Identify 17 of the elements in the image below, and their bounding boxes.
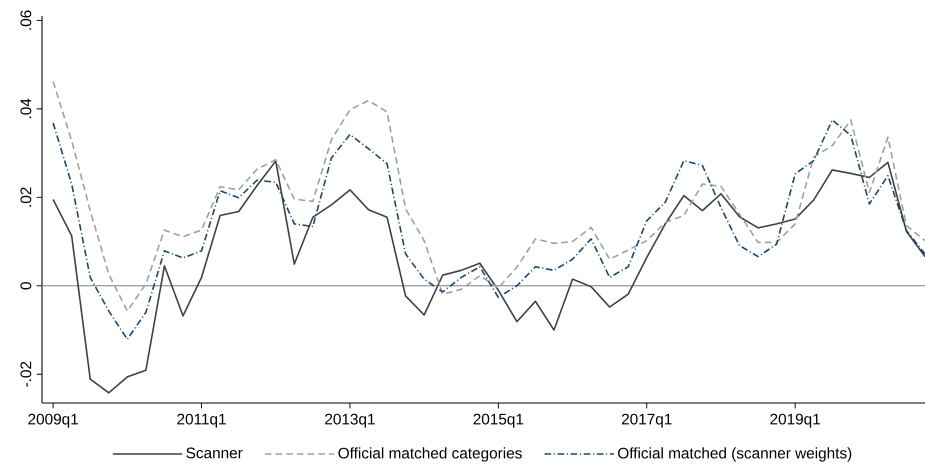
y-tick-label: .06 (20, 10, 32, 30)
legend-label: Scanner (186, 448, 243, 458)
legend-label: Official matched (scanner weights) (618, 447, 852, 462)
y-tick-label: -.02 (20, 362, 32, 387)
x-tick-label: 2019q1 (770, 414, 820, 428)
x-tick-label: 2013q1 (325, 414, 375, 428)
line-series (52, 119, 925, 340)
y-tick-label: .04 (20, 98, 32, 118)
line-series (52, 160, 925, 394)
y-tick-label: .02 (20, 187, 32, 207)
x-tick-label: 2011q1 (177, 414, 226, 428)
line-series (52, 80, 925, 312)
x-tick-label: 2009q1 (28, 414, 78, 428)
x-tick-label: 2015q1 (474, 414, 524, 428)
y-tick-label: 0 (20, 282, 32, 290)
legend-label: Official matched categories (338, 447, 522, 462)
x-tick-label: 2017q1 (622, 414, 672, 428)
